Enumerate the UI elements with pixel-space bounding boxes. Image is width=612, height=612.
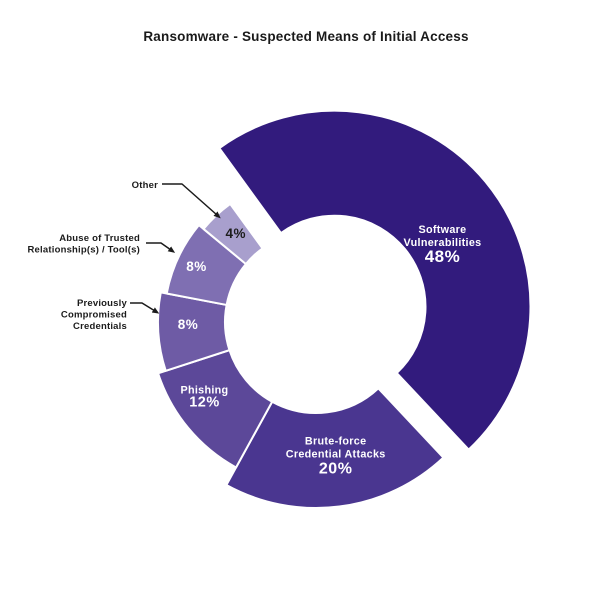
slices-layer [157, 109, 532, 509]
slice-abuse-of-trusted-relationship-s-tool-s [165, 224, 247, 306]
callout-label-previously-compromised-credentials: Previously [77, 298, 128, 309]
callout-leader-previously-compromised-credentials [130, 302, 160, 314]
slice-phishing [157, 349, 274, 469]
slice-pct-phishing: 12% [189, 394, 220, 410]
slice-software-vulnerabilities [218, 109, 532, 451]
callout-leader-abuse-of-trusted-relationship-s-tool-s [146, 242, 176, 253]
slice-pct-other: 4% [225, 226, 246, 241]
labels-layer: SoftwareVulnerabilities48%Brute-forceCre… [28, 180, 482, 478]
chart-title: Ransomware - Suspected Means of Initial … [143, 29, 469, 44]
callout-label-previously-compromised-credentials: Credentials [73, 321, 127, 332]
slice-brute-force-credential-attacks [225, 387, 445, 509]
callout-label-abuse-of-trusted-relationship-s-tool-s: Abuse of Trusted [59, 233, 140, 244]
slice-other [202, 202, 264, 265]
callout-leader-other [162, 183, 221, 219]
slice-label-software-vulnerabilities: Vulnerabilities [404, 237, 482, 249]
callout-label-abuse-of-trusted-relationship-s-tool-s: Relationship(s) / Tool(s) [28, 245, 141, 256]
slice-pct-brute-force-credential-attacks: 20% [319, 461, 353, 478]
slice-previously-compromised-credentials [157, 291, 231, 372]
callout-label-previously-compromised-credentials: Compromised [61, 310, 127, 321]
slice-label-brute-force-credential-attacks: Credential Attacks [286, 449, 386, 461]
callout-label-other: Other [132, 180, 158, 191]
slice-label-software-vulnerabilities: Software [418, 224, 466, 236]
slice-pct-software-vulnerabilities: 48% [425, 247, 461, 266]
slice-label-brute-force-credential-attacks: Brute-force [305, 436, 367, 448]
slice-label-phishing: Phishing [180, 384, 228, 396]
slice-pct-abuse-of-trusted-relationship-s-tool-s: 8% [186, 259, 207, 274]
slice-pct-previously-compromised-credentials: 8% [178, 317, 199, 332]
